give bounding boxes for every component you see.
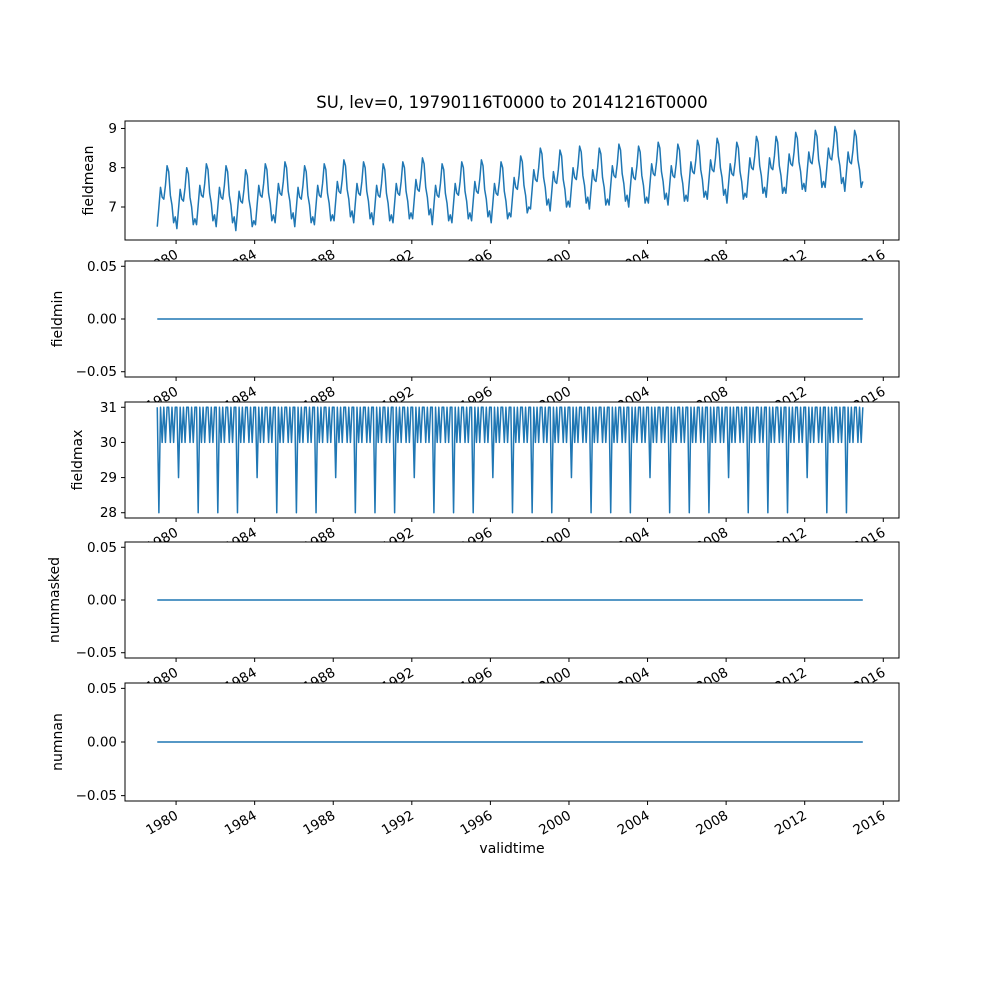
y-tick-label: 30 [100, 435, 117, 451]
y-tick-label: 29 [100, 470, 117, 486]
y-axis-label-numnan: numnan [50, 713, 66, 771]
subplot-fieldmin: −0.05 0.00 0.05 fieldmin [50, 259, 900, 381]
y-tick-label: −0.05 [76, 645, 117, 661]
x-tick-label: 1992 [379, 808, 417, 839]
chart-title: SU, lev=0, 19790116T0000 to 20141216T000… [316, 93, 708, 112]
y-tick-label: 8 [108, 160, 117, 176]
x-tick-label: 1988 [300, 808, 338, 839]
y-tick-label: 0.00 [87, 593, 117, 609]
x-tick-label: 1984 [222, 808, 260, 839]
x-tick-label: 2012 [772, 808, 810, 839]
y-tick-label: 7 [108, 200, 117, 216]
y-tick-label: 31 [100, 400, 117, 416]
y-tick-label: 0.00 [87, 735, 117, 751]
y-tick-label: 9 [108, 121, 117, 137]
y-axis-label-fieldmax: fieldmax [70, 430, 86, 491]
subplot-fieldmean: 7 8 9 fieldmean [81, 120, 900, 244]
fieldmax-line [156, 406, 864, 514]
x-tick-label: 2016 [851, 808, 889, 839]
y-tick-label: 28 [100, 505, 117, 521]
x-tick-label: 2004 [615, 808, 653, 839]
y-axis-label-fieldmin: fieldmin [50, 291, 66, 348]
subplot-numnan: −0.05 0.00 0.05 numnan [50, 681, 900, 805]
x-tick-label: 2000 [536, 808, 574, 839]
y-tick-label: 0.05 [87, 259, 117, 275]
subplot-nummasked: −0.05 0.00 0.05 nummasked [47, 540, 900, 662]
x-tick-label: 1996 [458, 808, 496, 839]
y-tick-label: −0.05 [76, 788, 117, 804]
y-tick-label: 0.00 [87, 312, 117, 328]
x-tick-label: 1980 [143, 808, 181, 839]
x-tick-label: 2008 [693, 808, 731, 839]
axes-frame [124, 120, 900, 241]
y-axis-label-nummasked: nummasked [47, 557, 63, 643]
y-tick-label: 0.05 [87, 540, 117, 556]
x-axis-label: validtime [479, 841, 545, 857]
fieldmean-line [156, 125, 864, 232]
subplot-fieldmax: 28 29 30 31 fieldmax [70, 400, 900, 522]
y-tick-label: 0.05 [87, 681, 117, 697]
y-axis-label-fieldmean: fieldmean [81, 146, 97, 216]
y-tick-label: −0.05 [76, 364, 117, 380]
